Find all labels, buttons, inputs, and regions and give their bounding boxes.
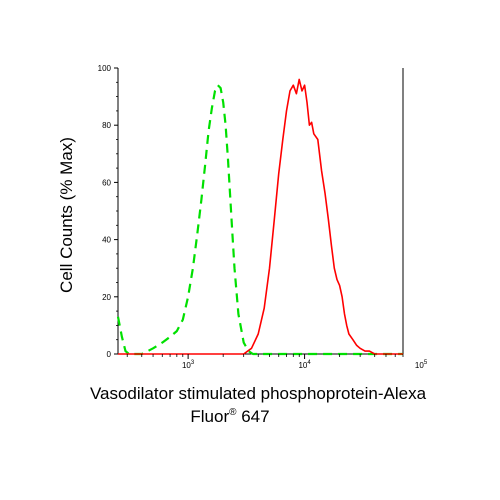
y-tick-label: 80: [102, 121, 111, 130]
red-solid-series-line: [118, 78, 403, 355]
plot-frame: [117, 68, 404, 355]
x-axis-title-line1: Vasodilator stimulated phosphoprotein-Al…: [90, 384, 427, 403]
x-axis-title-line2: Fluor® 647: [190, 407, 269, 426]
y-axis-ticks: 0 20 40 60 80 100: [98, 64, 118, 359]
x-tick-label: 105: [415, 360, 428, 370]
x-axis-ticks: 103 104 105: [126, 354, 428, 370]
green-dashed-series-line: [116, 84, 403, 356]
y-tick-label: 100: [98, 64, 112, 73]
x-axis-title-647: 647: [237, 407, 270, 426]
y-tick-label: 40: [102, 236, 111, 245]
y-axis-title: Cell Counts (% Max): [57, 137, 76, 293]
y-tick-label: 60: [102, 178, 111, 187]
x-axis-title-fluor: Fluor: [190, 407, 229, 426]
x-tick-label: 103: [182, 360, 195, 370]
y-tick-label: 0: [107, 350, 112, 359]
x-axis-title-registered: ®: [229, 407, 237, 418]
x-tick-label: 104: [298, 360, 311, 370]
series-layer: [116, 78, 403, 356]
y-tick-label: 20: [102, 293, 111, 302]
